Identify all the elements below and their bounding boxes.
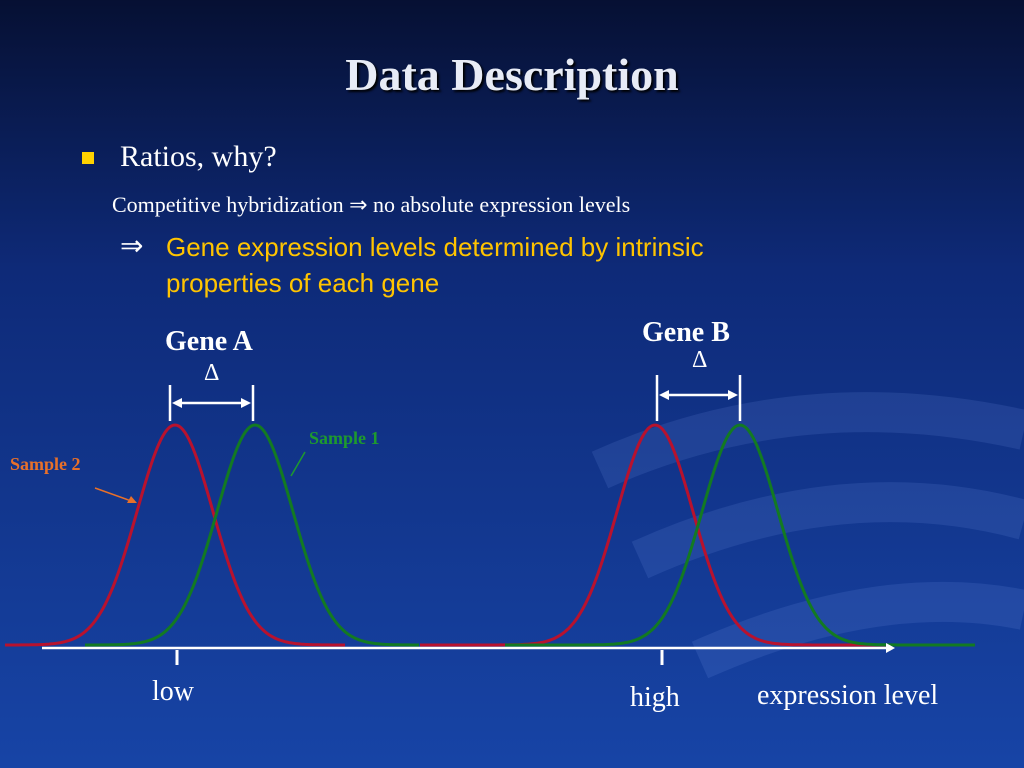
delta-bracket bbox=[168, 385, 255, 421]
delta-label: Δ bbox=[204, 360, 220, 386]
curves bbox=[5, 423, 975, 647]
pointer bbox=[94, 487, 135, 503]
distribution-curve bbox=[85, 423, 419, 647]
delta-bracket bbox=[655, 375, 742, 421]
sample-label: Sample 1 bbox=[309, 428, 380, 448]
pointer bbox=[290, 451, 306, 477]
swirl bbox=[691, 581, 1024, 679]
sample-label: Sample 2 bbox=[10, 454, 81, 474]
delta-label: Δ bbox=[692, 347, 708, 373]
title: Data Description bbox=[345, 49, 679, 100]
axis-label: expression level bbox=[757, 680, 939, 711]
decoration bbox=[591, 392, 1024, 679]
arrowhead bbox=[172, 398, 182, 408]
arrowhead bbox=[728, 390, 738, 400]
bullet: Ratios, why? bbox=[120, 140, 277, 173]
arrowhead bbox=[127, 496, 137, 503]
distribution-curve bbox=[420, 423, 890, 647]
axis-tick-label: low bbox=[152, 676, 194, 707]
distribution-curve bbox=[505, 423, 975, 647]
bullet-marker bbox=[82, 152, 94, 164]
gene-label: Gene A bbox=[165, 326, 253, 357]
axis-tick-label: high bbox=[630, 682, 680, 713]
axis-arrow bbox=[886, 643, 895, 653]
implication-marker: ⇒ bbox=[120, 231, 144, 262]
swirl bbox=[591, 392, 1024, 489]
arrowhead bbox=[659, 390, 669, 400]
sub-line: Competitive hybridization ⇒ no absolute … bbox=[112, 192, 631, 217]
implication: Gene expression levels determined by int… bbox=[166, 232, 704, 298]
gene-label: Gene B bbox=[642, 317, 730, 348]
arrowhead bbox=[241, 398, 251, 408]
distribution-curve bbox=[5, 423, 345, 647]
